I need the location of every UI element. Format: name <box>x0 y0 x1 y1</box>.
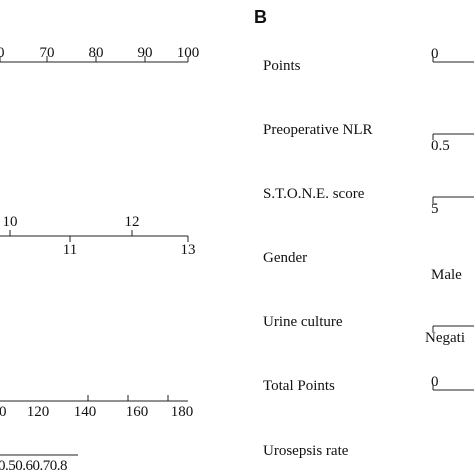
tick-label: 120 <box>27 404 50 420</box>
tick-label: 0.5 <box>431 138 450 154</box>
row-label: S.T.O.N.E. score <box>263 186 365 202</box>
tick-label: 12 <box>125 214 140 230</box>
row-label: Urine culture <box>263 314 343 330</box>
tick-label: 0 <box>0 45 5 61</box>
tick-label: 0 <box>431 374 439 390</box>
tick-label: 5 <box>431 201 439 217</box>
row-label: Points <box>263 58 301 74</box>
tick-label: 180 <box>171 404 194 420</box>
row-label: Gender <box>263 250 307 266</box>
tick-label: 0.50.60.70.8 <box>0 458 67 474</box>
tick-label: 13 <box>181 242 196 258</box>
panel-label: B <box>254 7 267 27</box>
tick-label: 160 <box>126 404 149 420</box>
tick-label: 0 <box>431 46 439 62</box>
tick-label: 100 <box>177 45 200 61</box>
tick-label: 11 <box>63 242 77 258</box>
tick-label: Male <box>431 267 462 283</box>
tick-label: 80 <box>89 45 104 61</box>
tick-label: 0 <box>0 404 7 420</box>
row-label: Preoperative NLR <box>263 122 373 138</box>
rows: Points 0 Preoperative NLR 0.5 S.T.O.N.E. sco… <box>263 46 474 459</box>
tick-label: 70 <box>40 45 55 61</box>
tick-label: 90 <box>138 45 153 61</box>
tick-label: Negati <box>425 330 465 346</box>
row-label: Total Points <box>263 378 335 394</box>
row-label: Urosepsis rate <box>263 443 349 459</box>
tick-label: 10 <box>3 214 18 230</box>
tick-label: 140 <box>74 404 97 420</box>
